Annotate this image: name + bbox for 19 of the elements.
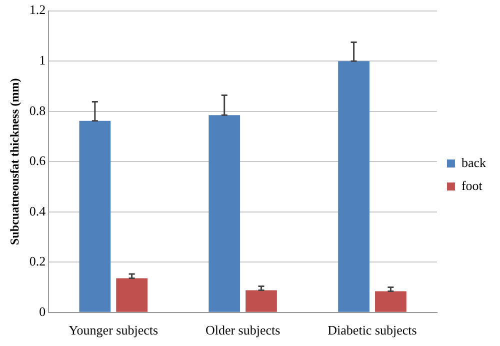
legend-label: foot: [461, 178, 483, 193]
y-tick-label: 1: [39, 52, 46, 68]
bar: [246, 290, 277, 312]
x-tick-label: Younger subjects: [68, 322, 158, 338]
bar: [338, 61, 370, 312]
legend-label: back: [461, 154, 486, 170]
x-tick-label: Older subjects: [205, 322, 280, 338]
bar: [208, 115, 240, 312]
x-tick-label: Diabetic subjects: [328, 322, 417, 338]
y-tick-label: 0.8: [29, 102, 46, 118]
bar: [375, 291, 406, 312]
bar: [116, 278, 148, 312]
y-tick-label: 0.6: [29, 153, 46, 168]
bar: [79, 120, 111, 312]
y-tick-label: 1.2: [29, 2, 46, 18]
y-tick-label: 0: [39, 304, 46, 319]
y-axis-title: Subcuatneousfat thickness (mm): [7, 78, 22, 245]
y-tick-label: 0.4: [29, 203, 46, 218]
y-tick-label: 0.2: [29, 254, 46, 269]
